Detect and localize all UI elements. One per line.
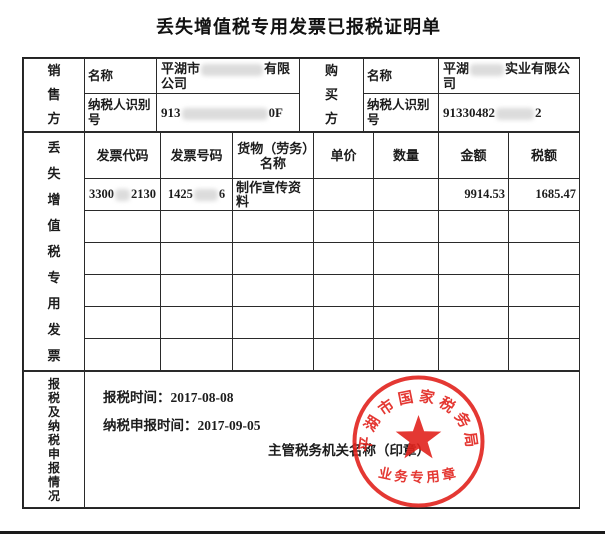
empty-row bbox=[24, 338, 580, 372]
report-content: 报税时间：2017-08-08 纳税申报时间：2017-09-05 主管税务机关… bbox=[84, 371, 580, 509]
tax-cell: 1685.47 bbox=[508, 178, 580, 212]
amount-cell: 9914.53 bbox=[438, 178, 509, 212]
col-header-unit-price: 单价 bbox=[313, 132, 374, 180]
col-header-invoice-number: 发票号码 bbox=[160, 132, 233, 180]
redacted-text bbox=[181, 108, 268, 121]
report-side-label: 报税及纳税申报情况 bbox=[23, 371, 85, 509]
seller-side-label: 销售方 bbox=[23, 57, 85, 133]
empty-row bbox=[24, 210, 580, 244]
redacted-text bbox=[496, 108, 534, 121]
stamp-ring bbox=[352, 375, 485, 508]
col-header-invoice-code: 发票代码 bbox=[84, 132, 161, 180]
goods-name-cell: 制作宣传资料 bbox=[232, 178, 314, 212]
empty-row bbox=[24, 274, 580, 308]
buyer-side-label: 购买方 bbox=[299, 57, 364, 133]
col-header-tax: 税额 bbox=[508, 132, 580, 180]
col-header-goods-name: 货物（劳务）名称 bbox=[232, 132, 314, 180]
buyer-name-value: 平湖 实业有限公司 bbox=[438, 57, 580, 95]
col-header-quantity: 数量 bbox=[373, 132, 439, 180]
page-bottom-rule bbox=[0, 531, 605, 534]
invoice-data-row: 3300 2130 1425 6 制作宣传资料 9914.53 1685.47 bbox=[24, 178, 580, 212]
invoice-section: 丢失增值税专用发票 发票代码 发票号码 货物（劳务）名称 单价 数量 金额 税额… bbox=[23, 132, 580, 372]
party-section: 销售方 名称 平湖市 有限公司 购买方 名称 平湖 实业有限公司 纳税人识别号 91… bbox=[23, 57, 580, 133]
buyer-name-label: 名称 bbox=[363, 57, 439, 95]
declaration-time-line: 纳税申报时间：2017-09-05 bbox=[103, 418, 261, 434]
col-header-amount: 金额 bbox=[438, 132, 509, 180]
buyer-taxid-value: 91330482 2 bbox=[438, 93, 580, 133]
redacted-text bbox=[115, 189, 130, 202]
invoice-number-cell: 1425 6 bbox=[160, 178, 233, 212]
report-section: 报税及纳税申报情况 报税时间：2017-08-08 纳税申报时间：2017-09… bbox=[23, 371, 580, 509]
seller-taxid-label: 纳税人识别号 bbox=[84, 93, 157, 133]
invoice-side-label: 丢失增值税专用发票 bbox=[23, 132, 85, 372]
filing-time-line: 报税时间：2017-08-08 bbox=[103, 390, 234, 406]
seller-taxid-value: 913 0F bbox=[156, 93, 300, 133]
redacted-text bbox=[201, 64, 264, 77]
redacted-text bbox=[193, 189, 218, 202]
quantity-cell bbox=[373, 178, 439, 212]
invoice-code-cell: 3300 2130 bbox=[84, 178, 161, 212]
authority-line: 主管税务机关名称（印章） bbox=[268, 443, 430, 459]
unit-price-cell bbox=[313, 178, 374, 212]
certificate-table: 销售方 名称 平湖市 有限公司 购买方 名称 平湖 实业有限公司 纳税人识别号 91… bbox=[22, 57, 580, 510]
seller-name-label: 名称 bbox=[84, 57, 157, 95]
page-title: 丢失增值税专用发票已报税证明单 bbox=[156, 17, 441, 37]
redacted-text bbox=[470, 64, 505, 77]
official-stamp: 平湖市国家税务局 业务专用章 bbox=[352, 375, 485, 508]
buyer-taxid-label: 纳税人识别号 bbox=[363, 93, 439, 133]
stamp-bottom-text: 业务专用章 bbox=[377, 464, 460, 485]
seller-name-value: 平湖市 有限公司 bbox=[156, 57, 300, 95]
stamp-star bbox=[395, 415, 442, 459]
filing-time-value: 2017-08-08 bbox=[170, 390, 234, 406]
declaration-time-value: 2017-09-05 bbox=[197, 418, 261, 434]
empty-row bbox=[24, 306, 580, 340]
empty-row bbox=[24, 242, 580, 276]
